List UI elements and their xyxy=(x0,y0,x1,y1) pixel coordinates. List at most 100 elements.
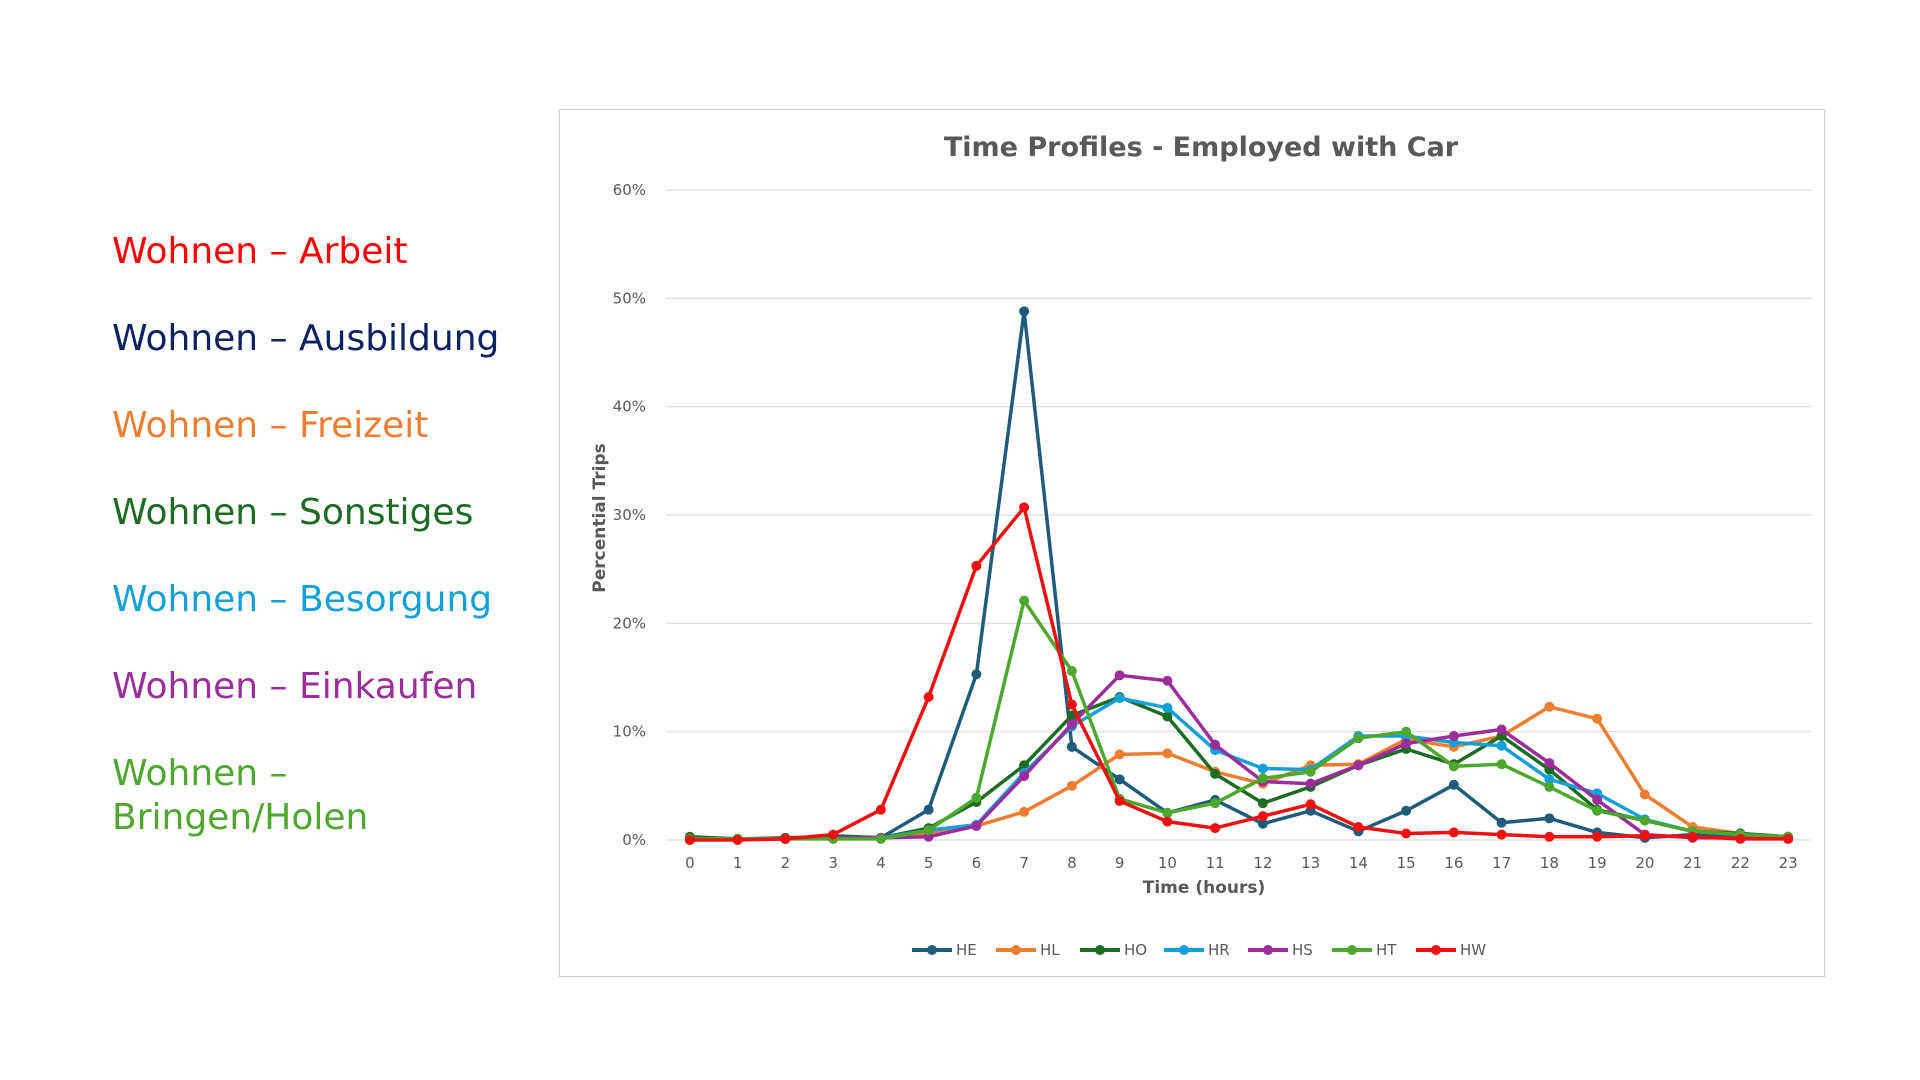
data-point xyxy=(1448,779,1459,790)
x-tick-label: 12 xyxy=(1253,854,1272,872)
side-legend-item: Wohnen – Besorgung xyxy=(112,579,493,620)
data-point xyxy=(923,804,934,815)
data-point xyxy=(1019,771,1030,782)
data-point xyxy=(1114,774,1125,785)
data-point xyxy=(1257,818,1268,829)
data-point xyxy=(1735,833,1746,844)
x-tick-label: 20 xyxy=(1635,854,1654,872)
data-point xyxy=(1305,766,1316,777)
chart-legend: HE HL HO HR HS HT HW xyxy=(912,941,1486,959)
data-point xyxy=(1066,666,1077,676)
data-point xyxy=(1066,780,1077,791)
data-point xyxy=(1019,502,1030,513)
series-line xyxy=(688,598,1790,841)
x-tick-label: 15 xyxy=(1397,854,1416,872)
x-tick-label: 6 xyxy=(972,854,982,872)
legend-marker xyxy=(1011,945,1021,955)
y-tick-label: 20% xyxy=(613,614,646,632)
data-point xyxy=(1257,773,1268,784)
chart-title: Time Profiles - Employed with Car xyxy=(944,132,1459,163)
data-point xyxy=(923,825,934,836)
data-point xyxy=(1162,675,1173,686)
side-legend-item: Wohnen – Ausbildung xyxy=(112,318,500,359)
x-tick-label: 1 xyxy=(733,854,743,872)
x-tick-label: 8 xyxy=(1067,854,1077,872)
side-legend-item: Wohnen – Bringen/Holen xyxy=(112,753,369,838)
data-point xyxy=(1639,830,1650,841)
y-tick-label: 30% xyxy=(613,506,646,524)
x-axis-label: Time (hours) xyxy=(1143,878,1266,898)
data-point xyxy=(1592,831,1603,842)
legend-item-ht: HT xyxy=(1332,941,1397,959)
y-tick-label: 0% xyxy=(622,831,646,849)
legend-item-hs: HS xyxy=(1248,941,1313,959)
data-point xyxy=(971,560,982,571)
legend-label: HL xyxy=(1040,941,1060,959)
side-legend: Wohnen – Arbeit Wohnen – Ausbildung Wohnen… xyxy=(112,230,532,883)
legend-marker xyxy=(1095,945,1105,955)
x-tick-label: 2 xyxy=(781,854,791,872)
data-point xyxy=(1353,760,1364,771)
y-tick-label: 50% xyxy=(613,289,646,307)
legend-label: HE xyxy=(956,941,977,959)
data-point xyxy=(1210,823,1221,834)
data-point xyxy=(780,833,791,844)
side-legend-item: Wohnen – Arbeit xyxy=(112,231,408,272)
data-point xyxy=(1496,724,1507,735)
legend-item-hl: HL xyxy=(996,941,1060,959)
data-point xyxy=(971,792,982,803)
x-tick-label: 18 xyxy=(1540,854,1559,872)
legend-label: HS xyxy=(1292,941,1313,959)
data-point xyxy=(1066,719,1077,730)
x-tick-label: 13 xyxy=(1301,854,1320,872)
gridlines xyxy=(666,189,1812,841)
legend-label: HO xyxy=(1124,941,1147,959)
data-point xyxy=(1544,813,1555,824)
x-tick-label: 19 xyxy=(1588,854,1607,872)
data-point xyxy=(1592,713,1603,724)
legend-label: HR xyxy=(1208,941,1230,959)
data-point xyxy=(923,692,934,702)
data-point xyxy=(875,833,886,844)
legend-item-hr: HR xyxy=(1164,941,1230,959)
side-legend-item: Wohnen – Freizeit xyxy=(112,405,429,446)
data-point xyxy=(1019,760,1030,771)
series-line xyxy=(688,505,1790,842)
legend-item-ho: HO xyxy=(1080,941,1147,959)
data-point xyxy=(1401,726,1412,737)
x-tick-label: 17 xyxy=(1492,854,1511,872)
data-point xyxy=(1448,761,1459,772)
data-point xyxy=(1401,828,1412,839)
data-point xyxy=(1210,798,1221,809)
legend-item-he: HE xyxy=(912,941,977,959)
data-point xyxy=(1162,816,1173,827)
x-tick-label: 22 xyxy=(1731,854,1750,872)
data-point xyxy=(1019,306,1030,317)
x-axis-ticks: 0 1 2 3 4 5 6 7 8 9 10 11 12 13 14 15 16 17 18 19 20 21 22 23 xyxy=(685,854,1798,872)
legend-marker xyxy=(1179,945,1189,955)
data-point xyxy=(1162,702,1173,713)
data-point xyxy=(1544,701,1555,712)
data-point xyxy=(1401,738,1412,749)
legend-item-hw: HW xyxy=(1416,941,1486,959)
legend-marker xyxy=(1263,945,1273,955)
data-point xyxy=(971,669,982,680)
data-point xyxy=(1114,670,1125,681)
data-point xyxy=(1496,740,1507,751)
line-chart: Time Profiles - Employed with Car 0% 10% 2… xyxy=(590,132,1812,959)
data-point xyxy=(1257,763,1268,774)
data-point xyxy=(1401,805,1412,816)
data-point xyxy=(1544,758,1555,769)
x-tick-label: 7 xyxy=(1019,854,1029,872)
data-point xyxy=(1162,711,1173,722)
y-tick-label: 40% xyxy=(613,398,646,416)
legend-marker xyxy=(927,945,937,955)
x-tick-label: 23 xyxy=(1779,854,1798,872)
data-point xyxy=(971,820,982,831)
data-point xyxy=(1544,831,1555,842)
data-point xyxy=(1066,699,1077,710)
x-tick-label: 4 xyxy=(876,854,886,872)
data-point xyxy=(1592,805,1603,816)
data-point xyxy=(1783,833,1794,844)
data-point xyxy=(1210,768,1221,779)
